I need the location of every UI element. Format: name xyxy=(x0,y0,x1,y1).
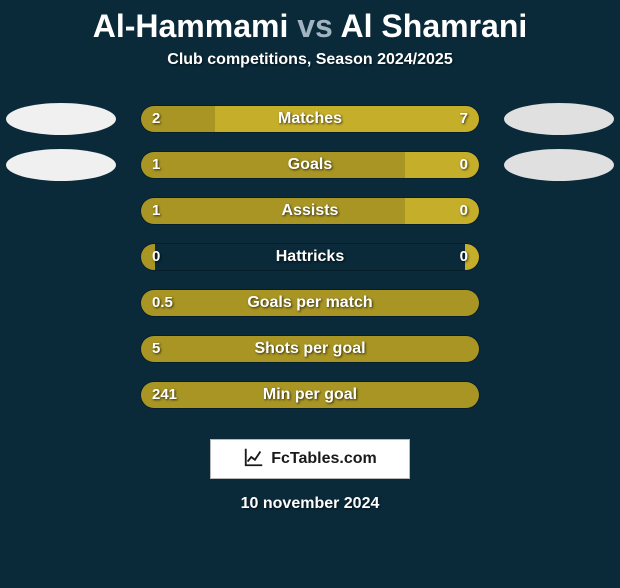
bar-right xyxy=(405,198,479,224)
stat-row: Assists10 xyxy=(0,191,620,237)
stat-row: Goals10 xyxy=(0,145,620,191)
bar-track xyxy=(140,151,480,179)
bar-right xyxy=(215,106,479,132)
brand-badge: FcTables.com xyxy=(210,439,410,479)
player2-name: Al Shamrani xyxy=(341,8,528,44)
bar-track xyxy=(140,289,480,317)
bar-left xyxy=(141,290,479,316)
footer-date: 10 november 2024 xyxy=(0,495,620,513)
player1-oval xyxy=(6,103,116,135)
stat-row: Shots per goal5 xyxy=(0,329,620,375)
bar-right xyxy=(405,152,479,178)
stat-row: Goals per match0.5 xyxy=(0,283,620,329)
bar-left xyxy=(141,198,405,224)
stat-row: Hattricks00 xyxy=(0,237,620,283)
player1-name: Al-Hammami xyxy=(93,8,289,44)
player1-oval xyxy=(6,149,116,181)
bar-track xyxy=(140,105,480,133)
brand-text: FcTables.com xyxy=(271,450,377,468)
stat-row: Min per goal241 xyxy=(0,375,620,421)
player2-oval xyxy=(504,103,614,135)
vs-text: vs xyxy=(297,8,333,44)
bar-left xyxy=(141,244,155,270)
stats-rows: Matches27Goals10Assists10Hattricks00Goal… xyxy=(0,99,620,421)
stat-row: Matches27 xyxy=(0,99,620,145)
bar-track xyxy=(140,197,480,225)
bar-track xyxy=(140,335,480,363)
bar-left xyxy=(141,336,479,362)
bar-track xyxy=(140,243,480,271)
chart-icon xyxy=(243,446,265,473)
bar-left xyxy=(141,382,479,408)
comparison-title: Al-Hammami vs Al Shamrani xyxy=(0,8,620,45)
bar-left xyxy=(141,152,405,178)
player2-oval xyxy=(504,149,614,181)
bar-right xyxy=(465,244,479,270)
bar-left xyxy=(141,106,215,132)
subtitle: Club competitions, Season 2024/2025 xyxy=(0,51,620,69)
bar-track xyxy=(140,381,480,409)
